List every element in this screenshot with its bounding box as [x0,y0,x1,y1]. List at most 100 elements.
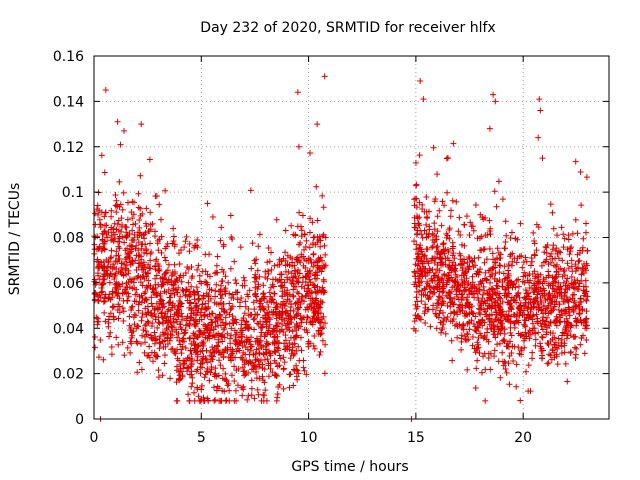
data-point [203,290,210,297]
data-point [162,257,169,264]
data-point [122,266,129,273]
data-point [317,265,324,272]
data-point [500,336,507,343]
data-point [229,350,236,357]
data-point [452,262,459,269]
data-point [99,281,106,288]
data-point [193,303,200,310]
data-point [443,272,450,279]
data-point [218,305,225,312]
data-point [431,198,438,205]
data-point [171,243,178,250]
data-point [224,330,231,337]
data-point [497,317,504,324]
data-point [191,242,198,249]
data-point [441,202,448,209]
data-point [495,358,502,365]
data-point [584,262,591,269]
data-point [578,278,585,285]
data-point [469,273,476,280]
data-point [579,265,586,272]
data-point [422,301,429,308]
data-point [560,244,567,251]
data-point [159,297,166,304]
data-point [524,277,531,284]
data-point [487,231,494,238]
data-point [301,246,308,253]
data-point [545,310,552,317]
data-point [574,230,581,237]
data-point [438,302,445,309]
data-point [528,284,535,291]
data-point [181,329,188,336]
data-point [547,294,554,301]
data-point [547,259,554,266]
data-point [282,332,289,339]
data-point [140,266,147,273]
data-point [222,347,229,354]
chart-title: Day 232 of 2020, SRMTID for receiver hlf… [200,20,495,36]
data-point [164,240,171,247]
data-point [92,344,99,351]
data-point [159,309,166,316]
data-point [230,295,237,302]
data-point [215,301,222,308]
data-point [173,367,180,374]
data-point [197,370,204,377]
data-point [174,309,181,316]
data-point [164,267,171,274]
data-point [554,290,561,297]
data-point [283,300,290,307]
data-point [224,382,231,389]
data-point [576,299,583,306]
data-point [549,246,556,253]
data-point [100,298,107,305]
data-point [530,289,537,296]
data-point [572,261,579,268]
data-point [416,152,423,159]
data-point [186,335,193,342]
data-point [141,349,148,356]
data-point [436,267,443,274]
data-point [474,323,481,330]
data-point [417,268,424,275]
data-point [564,260,571,267]
data-point [142,247,149,254]
data-point [534,291,541,298]
data-point [482,269,489,276]
data-point [447,264,454,271]
data-point [554,232,561,239]
data-point [159,279,166,286]
data-point [232,276,239,283]
data-point [544,314,551,321]
axis-ticks [93,55,609,420]
data-point [499,196,506,203]
data-point [264,268,271,275]
data-point [475,344,482,351]
data-point [100,356,107,363]
data-point [210,346,217,353]
data-point [192,321,199,328]
data-point [173,276,180,283]
data-point [155,281,162,288]
data-point [501,330,508,337]
data-point [487,318,494,325]
data-point [534,315,541,322]
data-point [482,232,489,239]
data-point [101,238,108,245]
data-point [139,295,146,302]
data-point [555,248,562,255]
data-point [312,296,319,303]
data-point [523,333,530,340]
data-point [282,227,289,234]
data-point [204,200,211,207]
data-point [137,205,144,212]
data-point [102,209,109,216]
data-point [160,343,167,350]
data-point [311,333,318,340]
data-point [206,273,213,280]
data-point [491,328,498,335]
data-point [228,332,235,339]
data-point [273,360,280,367]
data-point [540,314,547,321]
